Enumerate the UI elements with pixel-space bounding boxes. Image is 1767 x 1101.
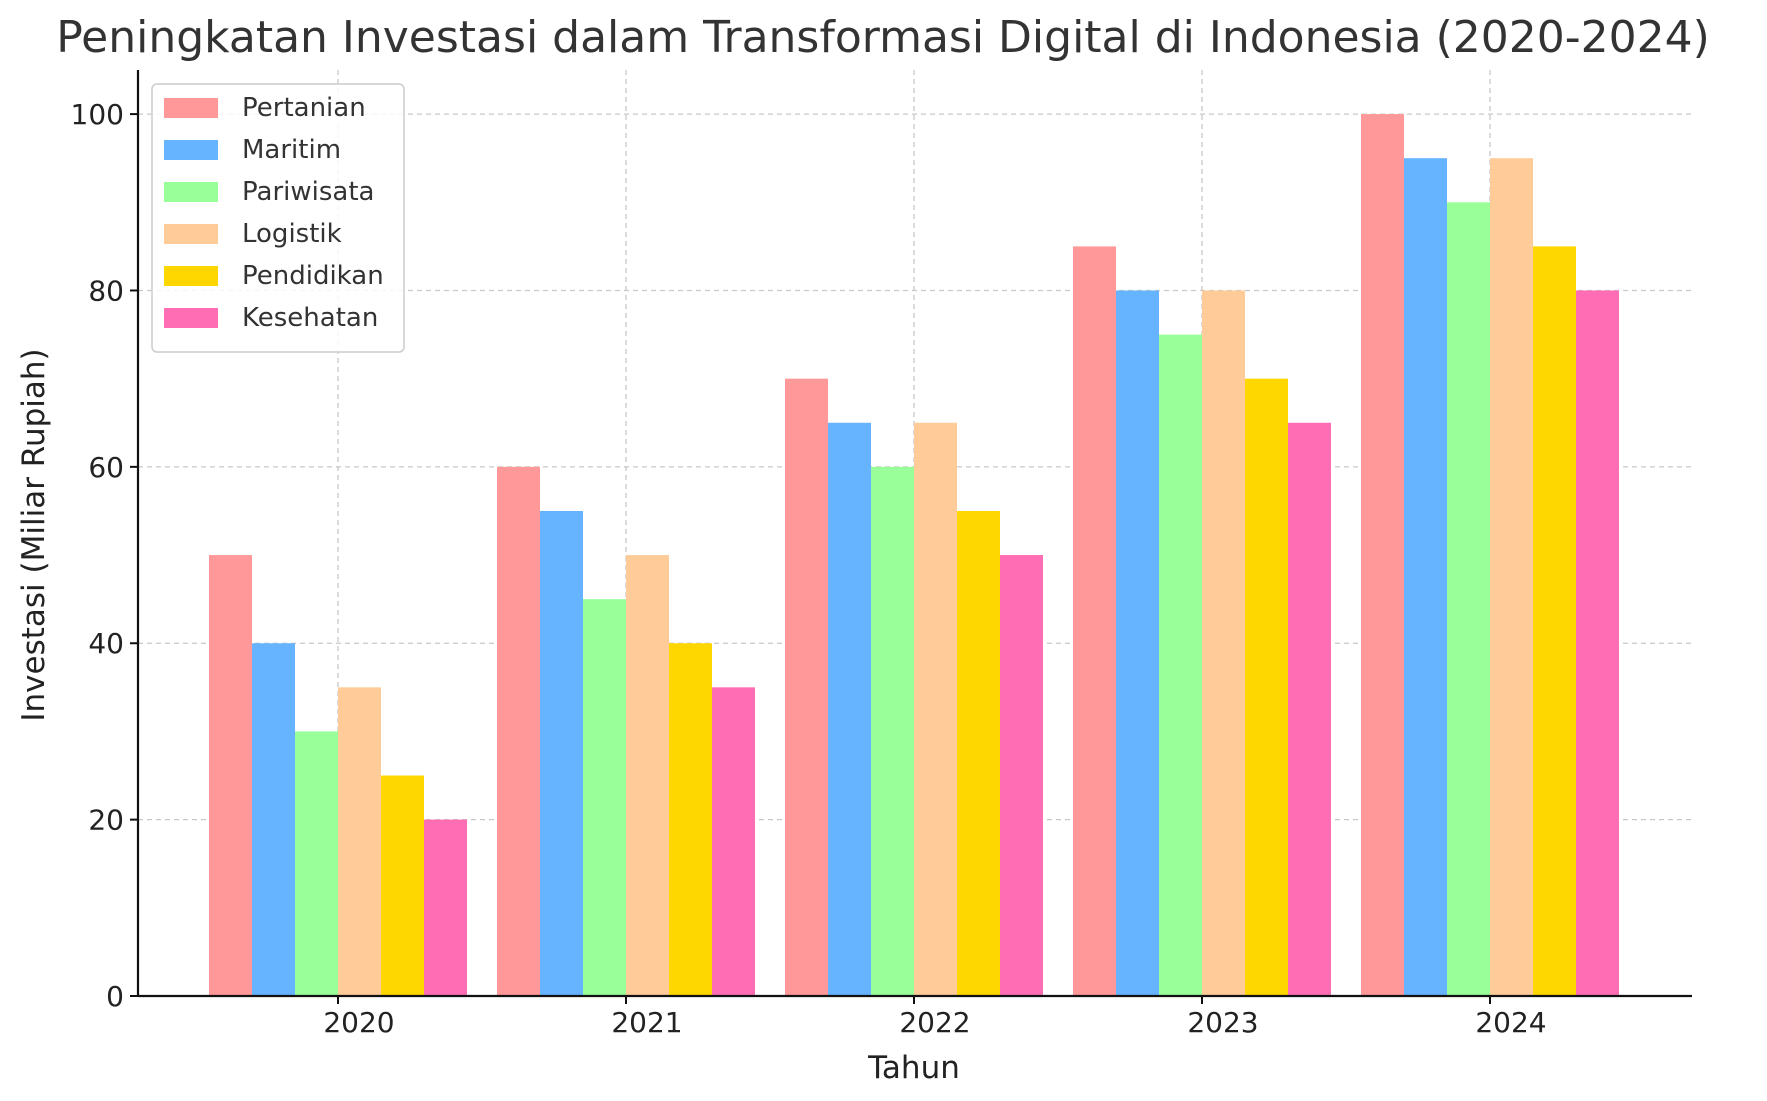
bar-maritim-2023 <box>1116 290 1159 996</box>
bars <box>209 114 1619 997</box>
bar-kesehatan-2023 <box>1288 422 1331 996</box>
bar-kesehatan-2024 <box>1576 290 1619 996</box>
bar-logistik-2021 <box>626 555 669 996</box>
legend-label-pendidikan: Pendidikan <box>242 261 384 291</box>
bar-pendidikan-2020 <box>381 775 424 996</box>
chart-title: Peningkatan Investasi dalam Transformasi… <box>56 12 1710 63</box>
bar-pendidikan-2023 <box>1245 378 1288 997</box>
legend-swatch-pertanian <box>164 98 218 118</box>
bar-pariwisata-2023 <box>1159 334 1202 997</box>
bar-pertanian-2023 <box>1073 246 1116 996</box>
legend-label-logistik: Logistik <box>242 219 342 249</box>
legend-label-pertanian: Pertanian <box>242 93 366 123</box>
x-tick-label: 2021 <box>611 1006 682 1039</box>
bar-maritim-2020 <box>252 643 295 996</box>
y-tick-label: 40 <box>88 627 124 660</box>
legend-swatch-logistik <box>164 224 218 244</box>
bar-pendidikan-2024 <box>1533 246 1576 996</box>
bar-pendidikan-2021 <box>669 643 712 996</box>
legend-label-pariwisata: Pariwisata <box>242 177 374 207</box>
axes: 0 20 40 60 80 100 2020 2021 2022 2023 2024 <box>71 70 1692 1039</box>
bar-pertanian-2024 <box>1361 114 1404 997</box>
y-tick-label: 20 <box>88 804 124 837</box>
y-axis-label: Investasi (Miliar Rupiah) <box>16 348 52 721</box>
bar-logistik-2024 <box>1490 158 1533 996</box>
bar-maritim-2022 <box>828 422 871 996</box>
x-tick-label: 2020 <box>323 1006 394 1039</box>
bar-pertanian-2021 <box>497 466 540 996</box>
bar-logistik-2023 <box>1202 290 1245 996</box>
bar-kesehatan-2022 <box>1000 555 1043 996</box>
bar-pariwisata-2022 <box>871 466 914 996</box>
legend: Pertanian Maritim Pariwisata Logistik Pendid… <box>151 83 405 353</box>
y-tick-label: 0 <box>106 980 124 1013</box>
legend-label-kesehatan: Kesehatan <box>242 303 378 333</box>
legend-label-maritim: Maritim <box>242 135 341 165</box>
bar-pariwisata-2024 <box>1447 202 1490 997</box>
x-tick-label: 2023 <box>1187 1006 1258 1039</box>
bar-logistik-2020 <box>338 687 381 996</box>
x-tick-label: 2024 <box>1475 1006 1546 1039</box>
bar-pariwisata-2020 <box>295 731 338 996</box>
y-tick-label: 60 <box>88 451 124 484</box>
legend-swatch-pendidikan <box>164 266 218 286</box>
y-tick-label: 80 <box>88 274 124 307</box>
x-tick-label: 2022 <box>899 1006 970 1039</box>
bar-pertanian-2020 <box>209 555 252 996</box>
bar-logistik-2022 <box>914 422 957 996</box>
legend-swatch-maritim <box>164 140 218 160</box>
bar-pendidikan-2022 <box>957 510 1000 996</box>
legend-swatch-kesehatan <box>164 308 218 328</box>
bar-pertanian-2022 <box>785 378 828 997</box>
y-tick-label: 100 <box>71 98 124 131</box>
bar-maritim-2024 <box>1404 158 1447 996</box>
bar-kesehatan-2021 <box>712 687 755 996</box>
bar-kesehatan-2020 <box>424 819 467 996</box>
bar-pariwisata-2021 <box>583 599 626 996</box>
legend-swatch-pariwisata <box>164 182 218 202</box>
x-axis-label: Tahun <box>867 1050 960 1086</box>
bar-maritim-2021 <box>540 510 583 996</box>
